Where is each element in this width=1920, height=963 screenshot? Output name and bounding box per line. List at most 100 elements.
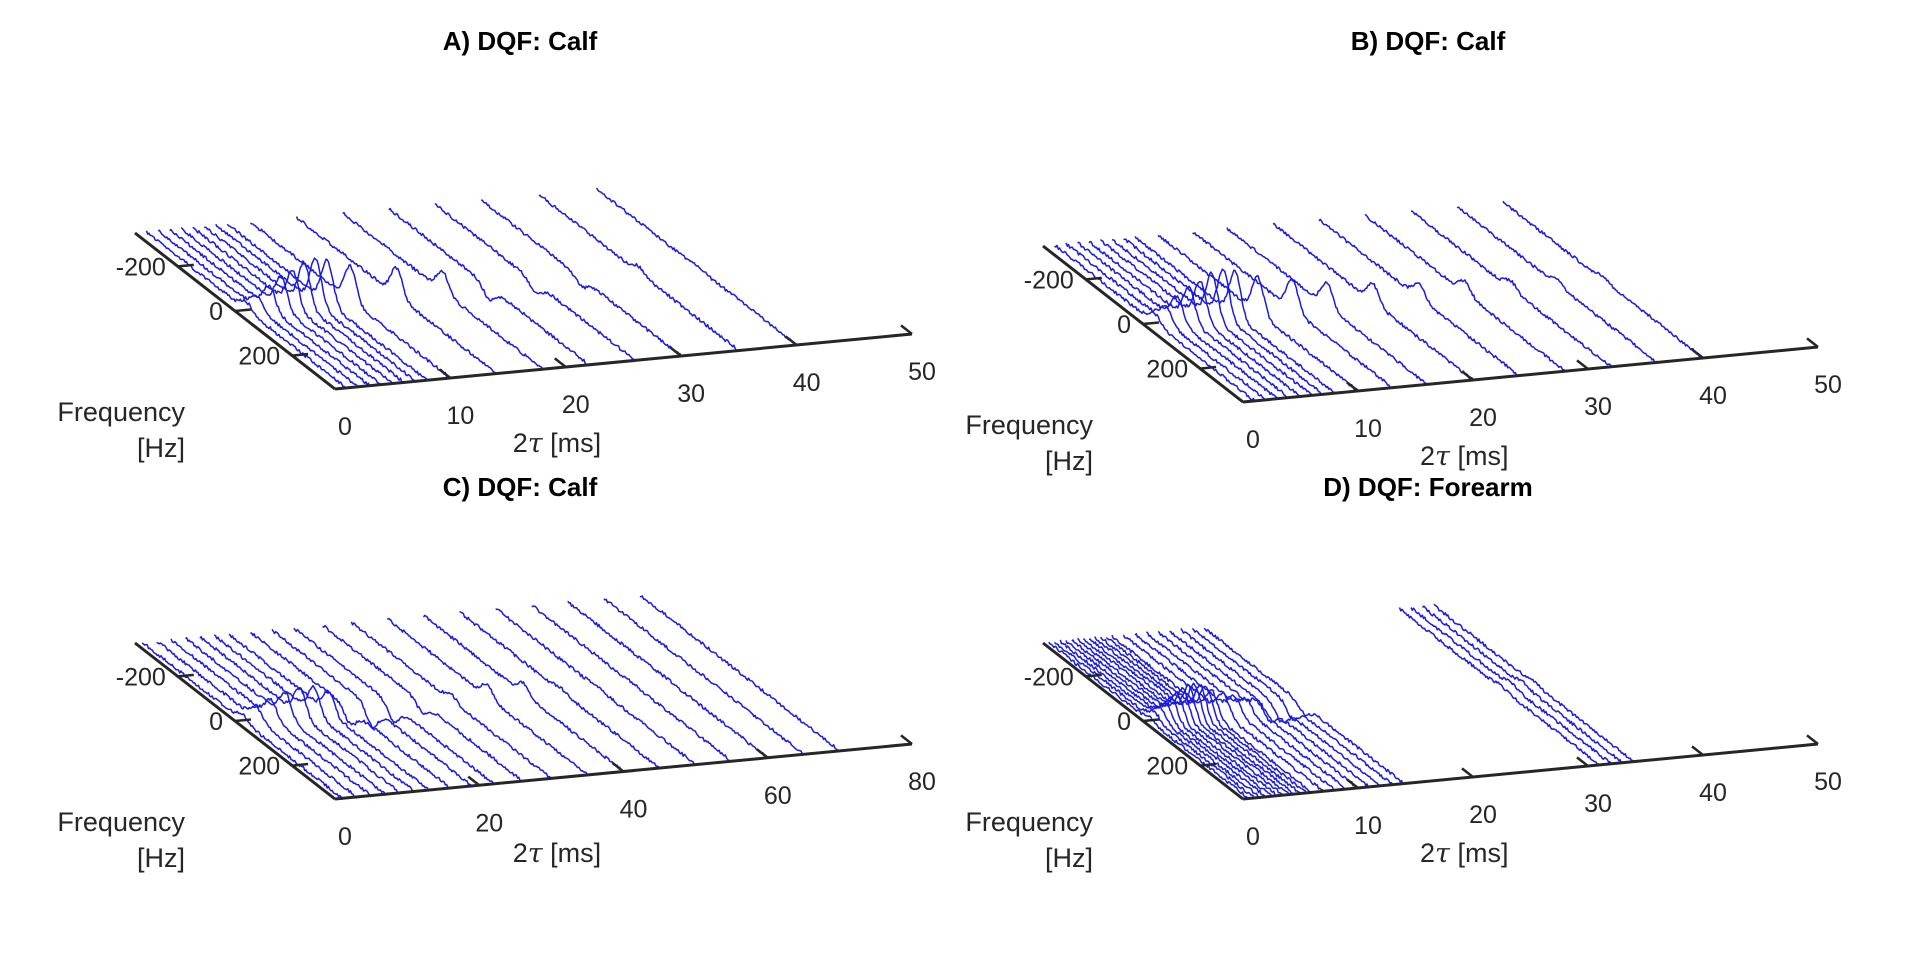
y-tick-mark — [177, 263, 194, 268]
y-axis-label-line2: [Hz] — [137, 433, 185, 463]
trace-line — [1094, 636, 1295, 795]
x-tick-mark — [1461, 370, 1474, 381]
x-tick-mark — [1576, 756, 1589, 767]
x-tick-mark — [1231, 789, 1244, 800]
x-tick-mark — [1576, 359, 1589, 370]
x-tick-label: 20 — [1469, 801, 1497, 829]
y-tick-label: 200 — [1146, 356, 1188, 384]
trace-line — [1410, 607, 1612, 764]
x-tick-label: 10 — [446, 402, 474, 430]
y-axis-label-line2: [Hz] — [1045, 843, 1093, 873]
x-tick-label: 50 — [908, 358, 936, 386]
trace-line — [215, 223, 417, 383]
trace-line — [388, 207, 590, 366]
trace-line — [228, 633, 430, 792]
trace-line — [531, 605, 733, 763]
trace-line — [1456, 206, 1658, 363]
y-tick-mark — [177, 673, 194, 678]
trace-line — [180, 226, 382, 386]
trace-line — [192, 226, 394, 385]
x-tick-label: 30 — [677, 380, 705, 408]
trace-line — [1364, 213, 1566, 371]
trace-line — [1082, 638, 1284, 796]
x-tick-label: 10 — [1354, 415, 1382, 443]
x-axis-line — [334, 332, 913, 391]
trace-line — [1111, 238, 1313, 396]
x-axis-label: 2τ [ms] — [1420, 441, 1508, 472]
trace-line — [639, 595, 841, 753]
trace-line — [567, 600, 769, 759]
x-axis-label-suffix: [ms] — [1450, 441, 1509, 471]
trace-line — [434, 202, 636, 362]
y-tick-label: 200 — [238, 343, 280, 371]
x-tick-label: 50 — [1814, 768, 1842, 796]
trace-line — [386, 617, 589, 777]
x-tick-label: 20 — [475, 809, 503, 837]
x-axis-label-prefix: 2 — [1420, 441, 1435, 471]
trace-line — [271, 628, 473, 788]
trace-line — [422, 614, 625, 773]
trace-line — [1077, 241, 1279, 399]
x-tick-label: 40 — [793, 369, 821, 397]
panel-1: B) DQF: Calf 0 10 20 30 40 50 -200 0 200 2τ [ms] Fr… — [965, 26, 1841, 476]
y-tick-label: 0 — [1117, 311, 1131, 339]
trace-line — [322, 624, 524, 783]
y-tick-mark — [1200, 365, 1217, 370]
y-tick-mark — [1142, 321, 1160, 326]
trace-line — [1180, 628, 1382, 787]
x-tick-mark — [1806, 734, 1819, 745]
panel-title: B) DQF: Calf — [1351, 26, 1506, 56]
x-tick-mark — [323, 379, 336, 390]
y-tick-label: -200 — [116, 663, 166, 691]
trace-line — [1191, 627, 1394, 785]
x-tick-mark — [438, 368, 452, 379]
x-tick-mark — [323, 789, 336, 800]
x-tick-mark — [669, 346, 682, 357]
trace-line — [1203, 627, 1405, 785]
x-axis-label-symbol: τ — [528, 838, 544, 869]
x-axis-label: 2τ [ms] — [513, 428, 601, 459]
trace-line — [213, 634, 415, 794]
y-tick-label: 200 — [238, 753, 280, 781]
trace-line — [1134, 633, 1336, 792]
x-axis-label: 2τ [ms] — [1420, 838, 1508, 869]
trace-line — [595, 187, 798, 346]
trace-line — [293, 627, 495, 786]
x-tick-mark — [553, 357, 567, 368]
x-tick-mark — [1461, 767, 1474, 778]
trace-line — [603, 598, 805, 756]
x-axis-label-suffix: [ms] — [1450, 838, 1509, 868]
x-tick-label: 40 — [620, 796, 648, 824]
trace-line — [1318, 218, 1520, 377]
panel-title: A) DQF: Calf — [443, 26, 598, 56]
trace-line — [350, 621, 553, 780]
x-tick-label: 0 — [338, 413, 352, 441]
x-axis-label-prefix: 2 — [513, 838, 528, 868]
x-tick-mark — [1346, 778, 1359, 789]
y-tick-mark — [1085, 673, 1102, 678]
trace-line — [1076, 637, 1278, 797]
y-tick-mark — [292, 762, 309, 767]
y-tick-mark — [234, 308, 252, 313]
y-tick-mark — [292, 352, 309, 357]
panel-0: A) DQF: Calf 0 10 20 30 40 50 -200 0 200 2τ [ms] Fr… — [57, 26, 935, 463]
y-tick-label: 0 — [209, 708, 223, 736]
trace-line — [169, 228, 371, 387]
y-axis-label-line1: Frequency — [965, 410, 1093, 440]
trace-line — [250, 632, 451, 790]
trace-line — [145, 230, 348, 390]
trace-line — [204, 226, 405, 384]
trace-line — [1123, 238, 1324, 396]
trace-line — [1100, 239, 1301, 397]
y-axis-label-line2: [Hz] — [137, 843, 185, 873]
x-tick-label: 30 — [1584, 393, 1612, 421]
y-axis-label-line2: [Hz] — [1045, 446, 1093, 476]
y-tick-label: -200 — [1024, 266, 1074, 294]
y-tick-mark — [1085, 276, 1102, 281]
x-tick-label: 0 — [1246, 823, 1260, 851]
trace-line — [156, 641, 358, 799]
trace-line — [480, 199, 682, 357]
x-tick-mark — [1806, 337, 1819, 348]
x-axis-label-suffix: [ms] — [543, 838, 602, 868]
